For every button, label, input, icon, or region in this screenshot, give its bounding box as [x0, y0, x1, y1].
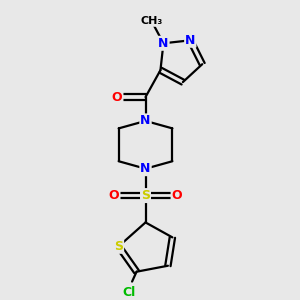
Text: O: O	[112, 91, 122, 103]
Text: S: S	[141, 189, 150, 202]
Text: N: N	[158, 37, 169, 50]
Text: S: S	[114, 240, 123, 253]
Text: N: N	[185, 34, 196, 47]
Text: N: N	[140, 162, 151, 175]
Text: O: O	[172, 189, 182, 202]
Text: CH₃: CH₃	[140, 16, 163, 26]
Text: O: O	[109, 189, 119, 202]
Text: N: N	[140, 114, 151, 128]
Text: Cl: Cl	[122, 286, 136, 298]
